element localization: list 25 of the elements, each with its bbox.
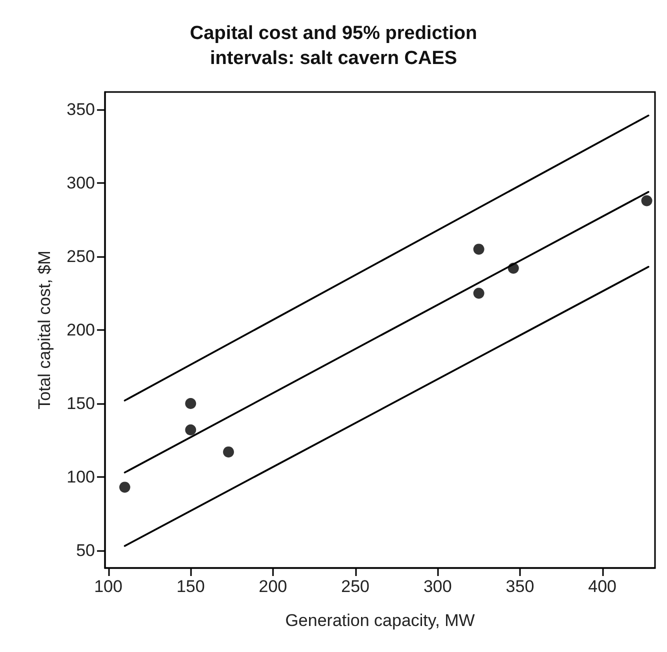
x-tick-label: 150 xyxy=(176,577,205,596)
point xyxy=(185,398,196,409)
chart-title: Capital cost and 95% prediction intervals: salt cavern CAES xyxy=(190,23,478,69)
point xyxy=(119,482,130,493)
point xyxy=(473,244,484,255)
x-tick-label: 200 xyxy=(258,577,288,596)
y-tick-label: 200 xyxy=(66,320,95,340)
x-tick-label: 300 xyxy=(423,577,452,596)
y-tick-label: 250 xyxy=(66,247,95,266)
point xyxy=(641,195,652,206)
y-tick-label: 50 xyxy=(76,540,95,560)
x-tick-label: 250 xyxy=(341,577,370,596)
x-tick-label: 350 xyxy=(506,577,534,596)
point xyxy=(473,288,484,299)
y-tick-label: 100 xyxy=(66,467,95,486)
point xyxy=(508,262,519,274)
x-axis-title: Generation capacity, MW xyxy=(285,611,475,630)
y-axis-title: Total capital cost, $M xyxy=(35,250,54,410)
point xyxy=(223,446,234,458)
y-tick-label: 300 xyxy=(66,174,95,193)
y-tick-label: 150 xyxy=(66,394,95,413)
point xyxy=(185,424,196,436)
x-tick-label: 100 xyxy=(94,577,122,596)
x-tick-label: 400 xyxy=(588,577,616,596)
y-tick-label: 350 xyxy=(66,100,95,120)
